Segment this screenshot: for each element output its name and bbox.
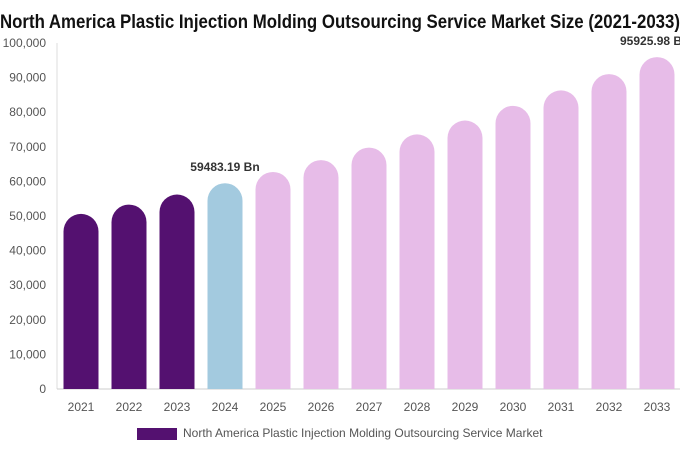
bar-2029 bbox=[447, 120, 483, 389]
x-tick-label: 2029 bbox=[452, 400, 479, 414]
bar-2033 bbox=[639, 57, 675, 390]
legend-swatch bbox=[137, 428, 177, 440]
x-tick-label: 2024 bbox=[212, 400, 239, 414]
bar-2023 bbox=[159, 194, 195, 389]
y-tick-label: 100,000 bbox=[3, 36, 47, 50]
y-tick-label: 40,000 bbox=[9, 244, 46, 258]
bar-2026 bbox=[303, 160, 339, 389]
x-tick-label: 2025 bbox=[260, 400, 287, 414]
x-tick-label: 2023 bbox=[164, 400, 191, 414]
bar-2025 bbox=[255, 171, 291, 389]
x-tick-label: 2022 bbox=[116, 400, 143, 414]
y-tick-label: 10,000 bbox=[9, 347, 46, 361]
y-tick-label: 80,000 bbox=[9, 105, 46, 119]
x-tick-label: 2033 bbox=[644, 400, 671, 414]
x-tick-label: 2031 bbox=[548, 400, 575, 414]
x-tick-label: 2021 bbox=[68, 400, 95, 414]
x-tick-label: 2027 bbox=[356, 400, 383, 414]
x-tick-label: 2026 bbox=[308, 400, 335, 414]
bar-2022 bbox=[111, 204, 147, 389]
bar-2031 bbox=[543, 90, 579, 389]
y-tick-label: 30,000 bbox=[9, 278, 46, 292]
x-tick-label: 2032 bbox=[596, 400, 623, 414]
y-tick-label: 90,000 bbox=[9, 71, 46, 85]
bar-2027 bbox=[351, 147, 387, 389]
bar-2021 bbox=[63, 213, 99, 389]
data-label-2024: 59483.19 Bn bbox=[190, 160, 259, 174]
bar-2028 bbox=[399, 134, 435, 389]
x-tick-label: 2028 bbox=[404, 400, 431, 414]
y-tick-label: 70,000 bbox=[9, 140, 46, 154]
bar-2024 bbox=[207, 183, 243, 389]
legend-label: North America Plastic Injection Molding … bbox=[183, 426, 543, 440]
y-tick-label: 20,000 bbox=[9, 313, 46, 327]
y-tick-label: 50,000 bbox=[9, 209, 46, 223]
bar-2030 bbox=[495, 105, 531, 389]
y-tick-label: 0 bbox=[39, 382, 46, 396]
chart-title: North America Plastic Injection Molding … bbox=[0, 12, 680, 33]
x-tick-label: 2030 bbox=[500, 400, 527, 414]
bar-2032 bbox=[591, 74, 627, 389]
data-label-2033: 95925.98 Bn bbox=[620, 34, 680, 48]
y-tick-label: 60,000 bbox=[9, 174, 46, 188]
